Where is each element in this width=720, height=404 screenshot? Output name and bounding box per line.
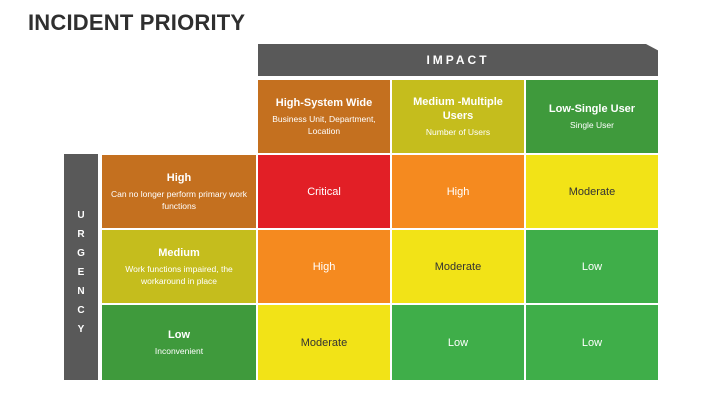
priority-cell-low: Low xyxy=(526,305,658,380)
impact-header-title: Low-Single User xyxy=(548,103,636,115)
urgency-letter: Y xyxy=(77,324,85,335)
impact-header-high: High-System Wide Business Unit, Departme… xyxy=(258,80,390,153)
urgency-header-title: Medium xyxy=(158,247,200,259)
priority-cell-moderate: Moderate xyxy=(258,305,390,380)
priority-cell-moderate: Moderate xyxy=(392,230,524,303)
urgency-letter: R xyxy=(77,229,85,240)
urgency-header-low: Low Inconvenient xyxy=(102,305,256,380)
priority-cell-high: High xyxy=(258,230,390,303)
priority-cell-critical: Critical xyxy=(258,155,390,228)
impact-header-subtitle: Business Unit, Department, Location xyxy=(272,114,376,136)
urgency-letter: N xyxy=(77,286,85,297)
urgency-header-subtitle: Inconvenient xyxy=(154,346,204,356)
impact-header-subtitle: Single User xyxy=(570,120,614,130)
page-title: INCIDENT PRIORITY xyxy=(28,10,246,35)
urgency-letter: U xyxy=(77,210,85,221)
impact-header-low: Low-Single User Single User xyxy=(526,80,658,153)
impact-header-medium: Medium -Multiple Users Number of Users xyxy=(392,80,524,153)
urgency-header-subtitle: Work functions impaired, the workaround … xyxy=(125,264,233,286)
urgency-letter: E xyxy=(77,267,85,278)
urgency-letter: C xyxy=(77,305,85,316)
priority-cell-low: Low xyxy=(526,230,658,303)
priority-cell-high: High xyxy=(392,155,524,228)
urgency-header-subtitle: Can no longer perform primary work funct… xyxy=(110,189,248,211)
impact-header-title: Medium -Multiple Users xyxy=(413,96,503,122)
impact-header-title: High-System Wide xyxy=(275,97,373,109)
urgency-header-title: High xyxy=(166,172,192,184)
urgency-header-medium: Medium Work functions impaired, the work… xyxy=(102,230,256,303)
impact-header-subtitle: Number of Users xyxy=(425,127,491,137)
impact-axis-label: IMPACT xyxy=(258,44,658,76)
urgency-axis-label: U R G E N C Y xyxy=(64,206,98,339)
urgency-header-high: High Can no longer perform primary work … xyxy=(102,155,256,228)
urgency-axis-bar: U R G E N C Y xyxy=(64,154,98,380)
priority-cell-low: Low xyxy=(392,305,524,380)
urgency-letter: G xyxy=(77,248,85,259)
priority-cell-moderate: Moderate xyxy=(526,155,658,228)
urgency-header-title: Low xyxy=(168,329,190,341)
